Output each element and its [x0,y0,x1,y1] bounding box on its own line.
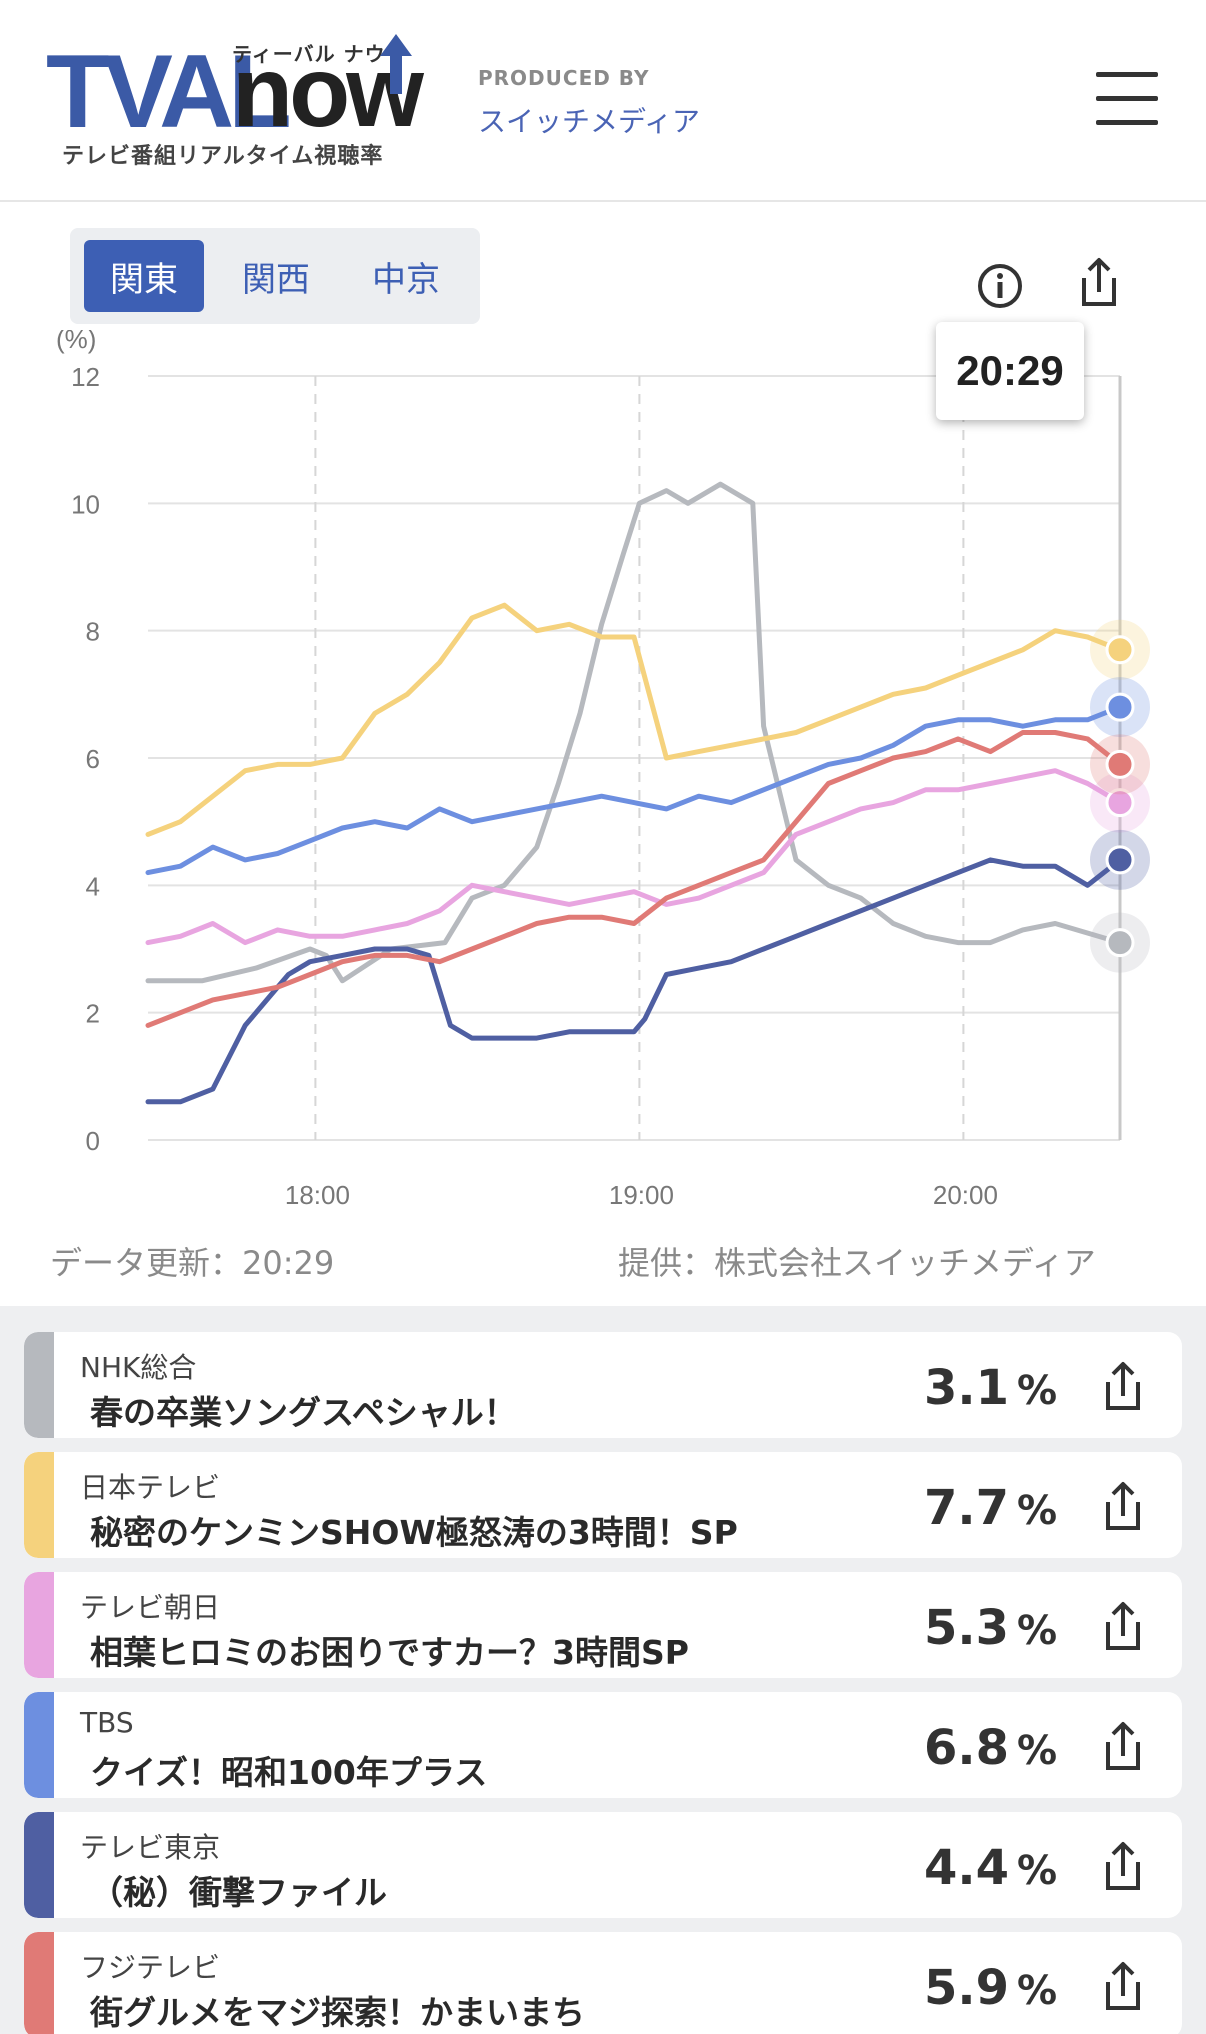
channel-name: テレビ朝日 [80,1591,221,1624]
logo-kana-text: ティーバル ナウ [232,42,386,66]
rating-number: 5.3 [924,1600,1010,1656]
app-header: TVAL ティーバル ナウ now テレビ番組リアルタイム視聴率 PRODUCE… [0,0,1206,202]
rating-unit: % [1017,1488,1058,1534]
time-tooltip: 20:29 [936,322,1084,420]
channel-color-bar [24,1452,54,1558]
program-card[interactable]: フジテレビ街グルメをマジ探索！かまいまち 5.9% [24,1932,1182,2034]
rating-unit: % [1017,1608,1058,1654]
series-line-3 [145,704,1123,876]
rating-number: 7.7 [924,1480,1010,1536]
channel-name: TBS [80,1706,134,1739]
tab-kansai[interactable]: 関西 [242,259,310,300]
series-line-0 [145,481,1123,984]
region-tabs: 関東 関西 中京 [70,228,480,324]
ratings-chart: 12 10 8 6 4 2 0 (%) 18:00 19:00 20:00 [56,330,1150,1210]
data-update-label: データ更新：20:29 [50,1244,335,1282]
channel-name: フジテレビ [80,1951,221,1984]
rating-number: 3.1 [924,1360,1010,1416]
rating-value: 6.8% [924,1720,1104,1776]
channel-color-bar [24,1692,54,1798]
program-card[interactable]: テレビ朝日相葉ヒロミのお困りですカー？3時間SP 5.3% [24,1572,1182,1678]
logo-arrow-icon [380,34,412,94]
rating-unit: % [1017,1968,1058,2014]
rating-value: 7.7% [924,1480,1104,1536]
program-title: 相葉ヒロミのお困りですカー？3時間SP [90,1633,689,1672]
y-tick-label: 12 [71,362,100,392]
program-card[interactable]: テレビ東京 （秘）衝撃ファイル 4.4% [24,1812,1182,1918]
program-card[interactable]: TBS クイズ！昭和100年プラス 6.8% [24,1692,1182,1798]
program-title: （秘）衝撃ファイル [90,1873,387,1912]
series-marker[interactable] [1105,749,1135,779]
channel-color-bar [24,1812,54,1918]
rating-value: 5.9% [924,1960,1104,2016]
tab-kanto[interactable]: 関東 [84,240,204,312]
rating-number: 6.8 [924,1720,1010,1776]
rating-value: 4.4% [924,1840,1104,1896]
producer-name: スイッチメディア [478,105,701,138]
y-tick-label: 2 [86,999,100,1029]
series-line-1 [145,602,1123,837]
tvalnow-logo[interactable]: TVAL ティーバル ナウ now テレビ番組リアルタイム視聴率 [46,34,426,174]
y-tick-label: 6 [86,744,100,774]
logo-subtitle: テレビ番組リアルタイム視聴率 [62,144,384,169]
channel-color-bar [24,1932,54,2034]
rating-unit: % [1017,1368,1058,1414]
y-tick-label: 0 [86,1126,100,1156]
x-tick-label: 20:00 [933,1180,998,1210]
series-marker[interactable] [1105,692,1135,722]
program-title: 街グルメをマジ探索！かまいまち [90,1993,585,2032]
share-icon[interactable] [1074,256,1124,310]
series-marker[interactable] [1105,928,1135,958]
channel-color-bar [24,1332,54,1438]
series-marker[interactable] [1105,635,1135,665]
rating-value: 5.3% [924,1600,1104,1656]
y-tick-label: 10 [71,489,100,519]
program-card[interactable]: 日本テレビ秘密のケンミンSHOW極怒涛の3時間！SP 7.7% [24,1452,1182,1558]
x-tick-label: 19:00 [609,1180,674,1210]
rating-unit: % [1017,1728,1058,1774]
rating-number: 4.4 [924,1840,1010,1896]
program-title: 秘密のケンミンSHOW極怒涛の3時間！SP [90,1513,738,1552]
share-icon[interactable] [1098,1720,1148,1774]
rating-value: 3.1% [924,1360,1104,1416]
provider-label: 提供：株式会社スイッチメディア [618,1244,1096,1282]
program-title: 春の卒業ソングスペシャル！ [90,1393,517,1432]
share-icon[interactable] [1098,1360,1148,1414]
share-icon[interactable] [1098,1840,1148,1894]
hamburger-menu-icon[interactable] [1096,72,1160,128]
share-icon[interactable] [1098,1480,1148,1534]
program-list: NHK総合 春の卒業ソングスペシャル！ 3.1% 日本テレビ 秘密のケンミンSHOW極怒… [0,1306,1206,2034]
y-tick-label: 4 [86,871,100,901]
series-line-5 [145,730,1123,1028]
share-icon[interactable] [1098,1960,1148,2014]
y-tick-label: 8 [86,617,100,647]
program-title: クイズ！昭和100年プラス [90,1753,488,1792]
series-marker[interactable] [1105,845,1135,875]
channel-name: 日本テレビ [80,1471,221,1504]
produced-by-label: PRODUCED BY [478,66,650,90]
channel-name: テレビ東京 [80,1831,221,1864]
series-marker[interactable] [1105,788,1135,818]
tab-chukyo[interactable]: 中京 [372,259,440,300]
channel-name: NHK総合 [80,1351,197,1384]
info-icon[interactable] [976,262,1024,310]
channel-color-bar [24,1572,54,1678]
y-axis-unit: (%) [56,330,96,354]
rating-number: 5.9 [924,1960,1010,2016]
program-card[interactable]: NHK総合春の卒業ソングスペシャル！ 3.1% [24,1332,1182,1438]
series-line-2 [145,768,1123,946]
rating-unit: % [1017,1848,1058,1894]
x-tick-label: 18:00 [285,1180,350,1210]
series-line-4 [145,857,1123,1105]
share-icon[interactable] [1098,1600,1148,1654]
logo-tval-text: TVAL [46,34,292,150]
